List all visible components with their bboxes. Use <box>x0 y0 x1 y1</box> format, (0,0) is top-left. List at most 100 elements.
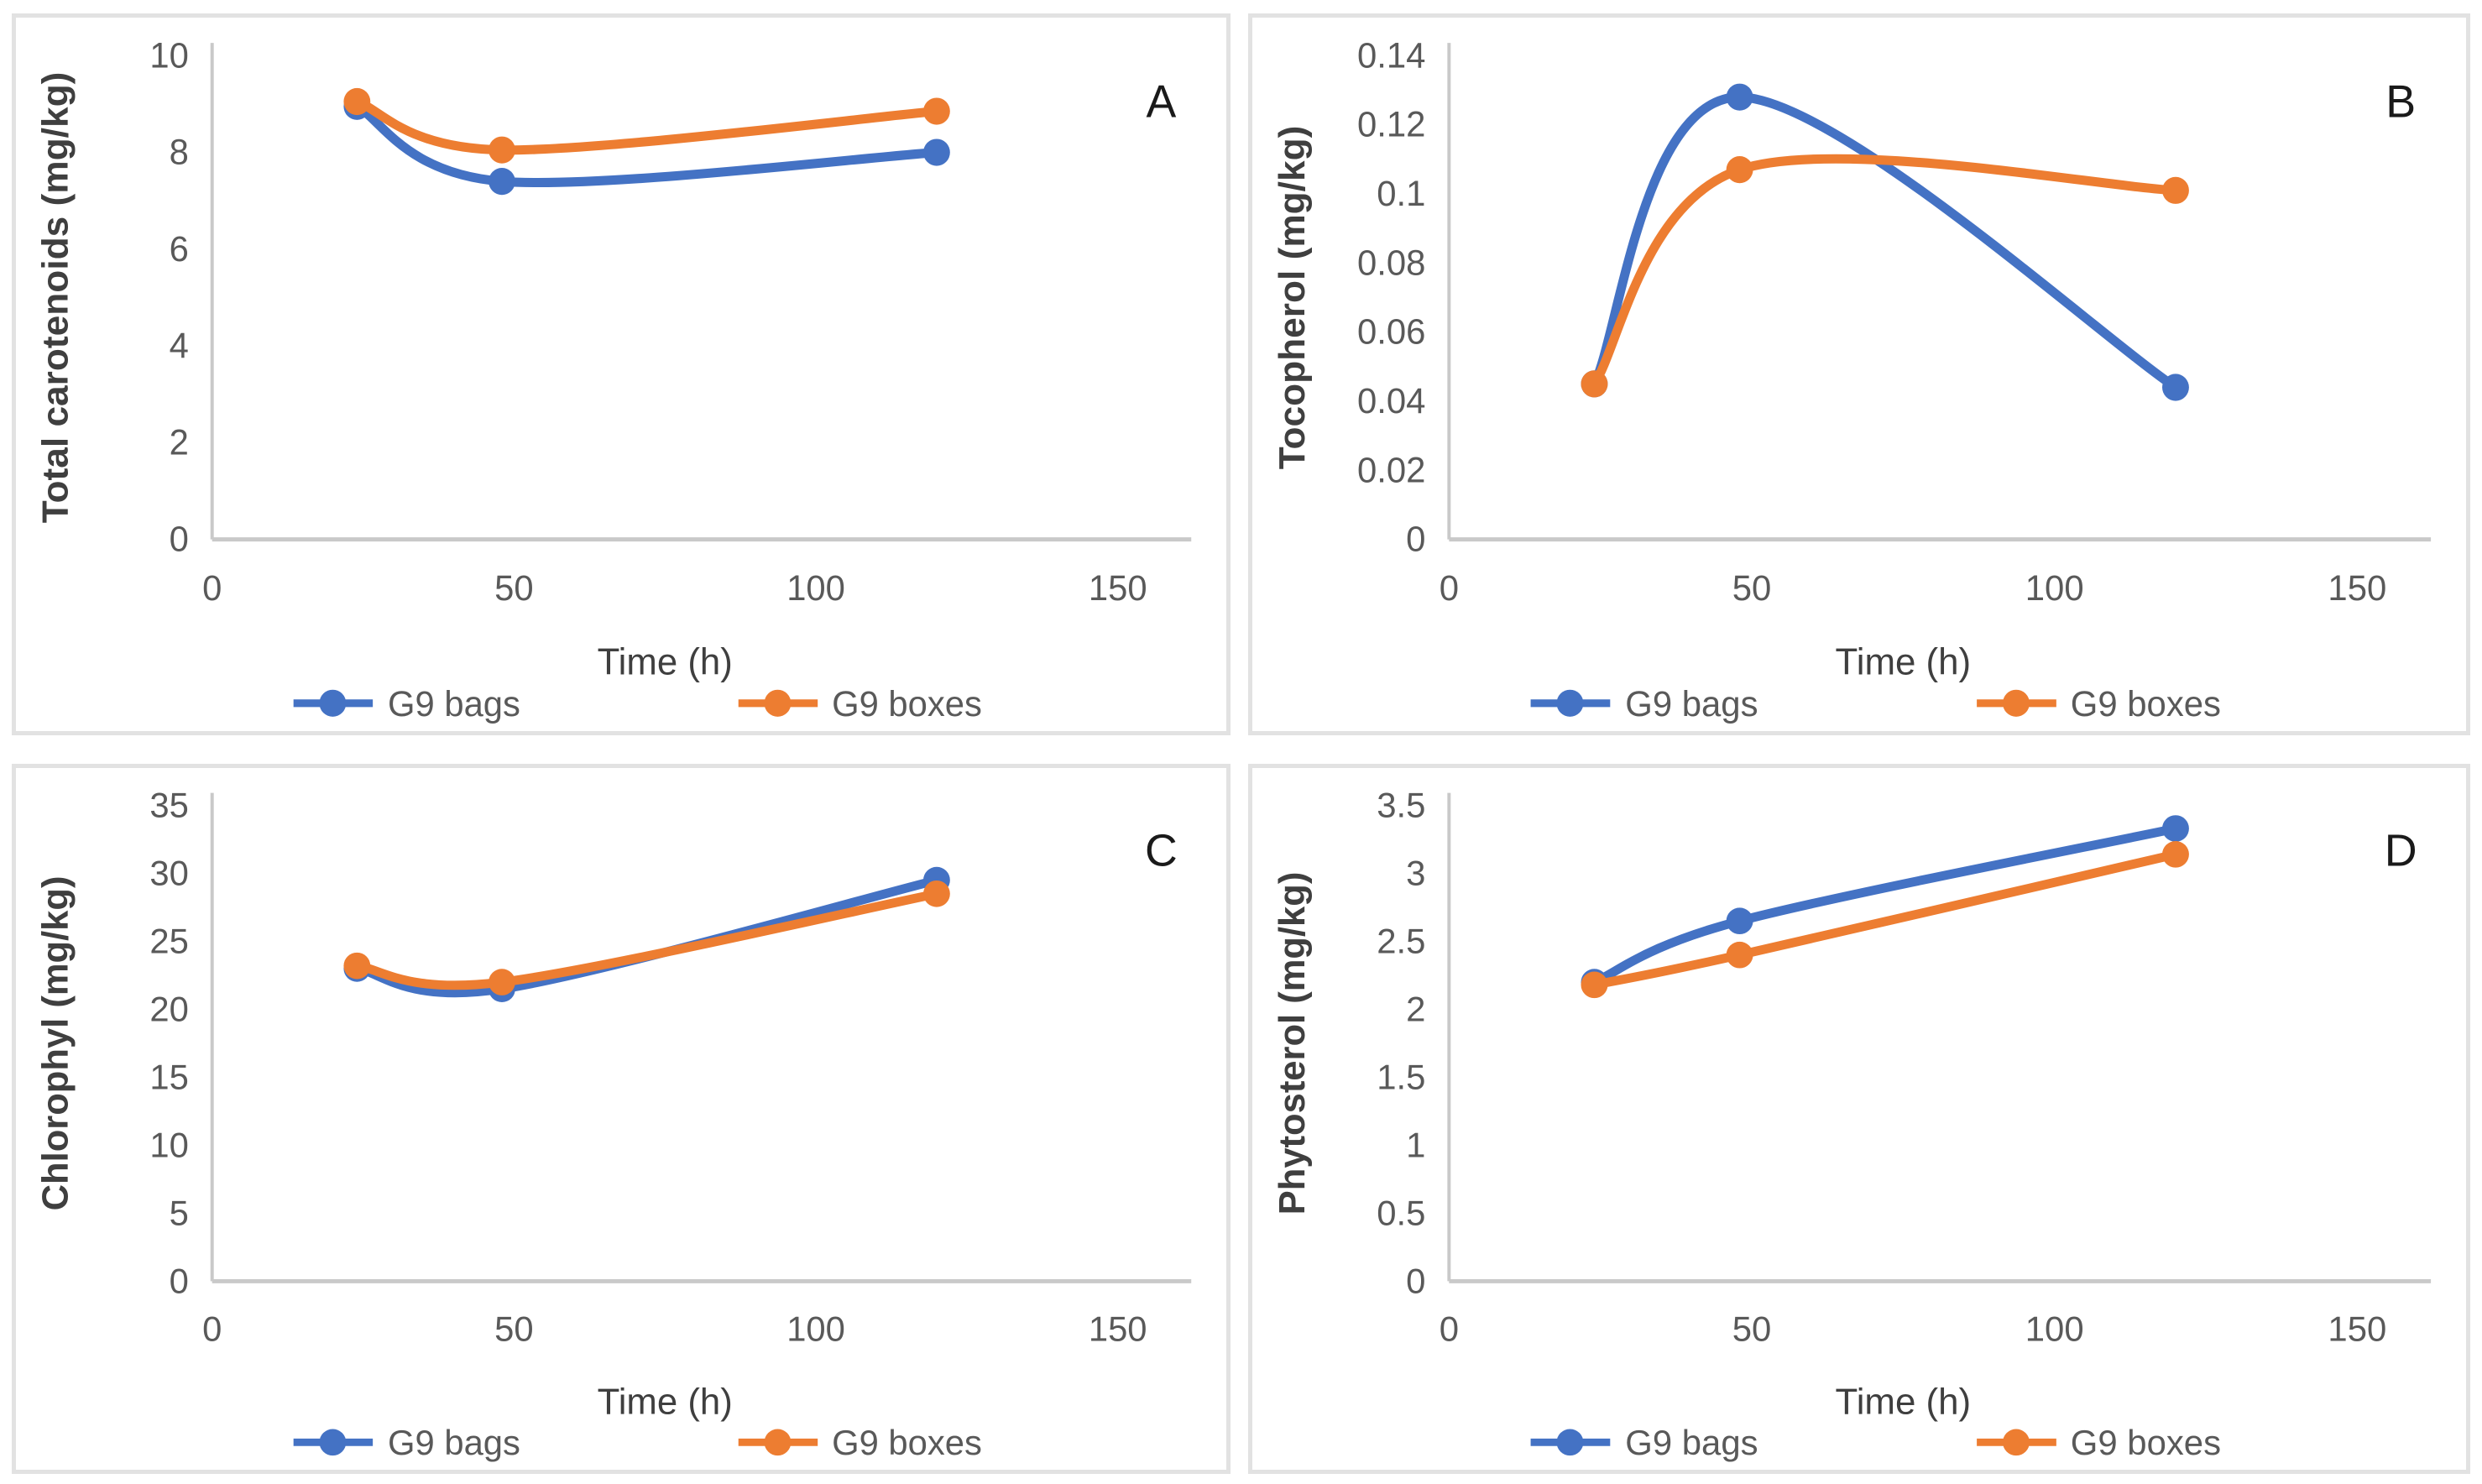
x-tick-label: 50 <box>1732 1309 1772 1349</box>
data-point-marker-g9-boxes <box>343 87 371 116</box>
x-axis-title: Time (h) <box>598 641 733 682</box>
y-tick-label: 8 <box>170 132 189 171</box>
series-line-g9-boxes <box>352 97 942 155</box>
data-point-marker-g9-boxes <box>1581 370 1608 398</box>
y-tick-label: 4 <box>170 326 189 365</box>
x-tick-label: 100 <box>786 1309 845 1349</box>
series-line-g9-bags <box>1589 92 2181 393</box>
data-point-marker-g9-bags <box>2162 374 2189 401</box>
y-tick-label: 0 <box>1406 520 1425 559</box>
y-axis-title: Total carotenoids (mg/kg) <box>35 72 76 524</box>
x-axis-title: Time (h) <box>598 1382 733 1423</box>
legend-item-g9-boxes: G9 boxes <box>738 684 982 724</box>
y-tick-label: 10 <box>149 1125 188 1164</box>
legend-label-g9-boxes: G9 boxes <box>832 1423 982 1462</box>
data-point-marker-g9-boxes <box>2162 176 2189 204</box>
legend-marker-g9-boxes <box>2003 689 2030 717</box>
data-point-marker-g9-boxes <box>923 880 950 907</box>
x-tick-label: 0 <box>1440 568 1459 608</box>
y-tick-label: 0.5 <box>1377 1193 1425 1232</box>
legend-marker-g9-boxes <box>2003 1429 2030 1456</box>
panel-c: 0 5 10 15 20 25 30 35 0 50 100 150 Chlorophyl (mg/kg… <box>12 764 1231 1474</box>
y-tick-label: 0.04 <box>1357 381 1425 421</box>
y-tick-label: 35 <box>149 785 188 824</box>
legend-marker-g9-bags <box>1556 689 1584 717</box>
x-tick-label: 150 <box>2328 568 2386 608</box>
x-tick-label: 150 <box>2328 1309 2386 1349</box>
x-tick-label: 50 <box>1732 568 1772 608</box>
legend-marker-g9-bags <box>319 689 347 717</box>
legend-label-g9-bags: G9 bags <box>1625 1423 1758 1462</box>
y-tick-label: 6 <box>170 229 189 269</box>
y-tick-label: 3.5 <box>1377 786 1425 825</box>
data-point-marker-g9-bags <box>2162 815 2189 842</box>
data-point-marker-g9-boxes <box>1726 941 1753 969</box>
y-tick-label: 0.14 <box>1357 35 1425 75</box>
data-point-marker-g9-boxes <box>923 97 950 125</box>
x-tick-label: 100 <box>786 568 845 608</box>
series-line-g9-boxes <box>1589 154 2181 389</box>
y-tick-label: 0 <box>170 520 189 559</box>
legend-item-g9-boxes: G9 boxes <box>738 1423 982 1462</box>
y-tick-label: 10 <box>149 35 188 75</box>
y-tick-label: 0.02 <box>1357 450 1425 489</box>
y-tick-label: 0.12 <box>1357 105 1425 144</box>
y-tick-label: 0.1 <box>1377 174 1425 213</box>
y-tick-label: 2 <box>1406 989 1425 1028</box>
y-tick-label: 5 <box>170 1193 189 1232</box>
y-tick-label: 0.06 <box>1357 312 1425 352</box>
data-point-marker-g9-boxes <box>489 969 515 995</box>
chart-canvas-c: 0 5 10 15 20 25 30 35 0 50 100 150 Chlorophyl (mg/kg… <box>35 785 1192 1462</box>
x-axis-title: Time (h) <box>1836 1382 1972 1423</box>
y-tick-label: 1.5 <box>1377 1057 1425 1096</box>
y-tick-label: 2 <box>170 422 189 462</box>
data-point-marker-g9-boxes <box>2162 841 2189 868</box>
legend-item-g9-boxes: G9 boxes <box>1977 684 2221 724</box>
legend-item-g9-bags: G9 bags <box>293 1423 520 1462</box>
series-line-g9-boxes <box>1589 849 2181 990</box>
x-tick-label: 100 <box>2025 1309 2084 1349</box>
y-tick-label: 0 <box>170 1261 189 1300</box>
series-line-g9-bags <box>352 102 942 188</box>
data-point-marker-g9-boxes <box>489 136 515 164</box>
legend-label-g9-boxes: G9 boxes <box>832 684 982 724</box>
legend-item-g9-bags: G9 bags <box>1530 684 1758 724</box>
x-tick-label: 100 <box>2025 568 2084 608</box>
series-line-g9-boxes <box>352 889 942 990</box>
data-point-marker-g9-bags <box>1726 83 1753 111</box>
x-axis-title: Time (h) <box>1836 641 1972 682</box>
legend-label-g9-bags: G9 bags <box>1625 684 1758 724</box>
data-point-marker-g9-bags <box>1726 907 1753 935</box>
legend-label-g9-bags: G9 bags <box>388 1423 520 1462</box>
y-tick-label: 3 <box>1406 854 1425 893</box>
x-tick-label: 150 <box>1089 568 1147 608</box>
y-tick-label: 0 <box>1406 1261 1425 1300</box>
y-axis-title: Phytosterol (mg/kg) <box>1272 872 1313 1215</box>
y-tick-label: 2.5 <box>1377 921 1425 960</box>
legend-marker-g9-bags <box>1556 1429 1584 1456</box>
panel-d: 0 0.5 1 1.5 2 2.5 3 3.5 0 50 100 150 Phytosterol (mg… <box>1248 764 2470 1474</box>
y-tick-label: 30 <box>149 853 188 892</box>
y-axis-title: Tocopherol (mg/kg) <box>1272 126 1313 470</box>
y-tick-label: 20 <box>149 989 188 1028</box>
panel-letter: C <box>1145 827 1178 876</box>
panel-letter: D <box>2385 826 2417 876</box>
panel-b: 0 0.02 0.04 0.06 0.08 0.1 0.12 0.14 0 50 100 150 Toc… <box>1248 13 2470 735</box>
data-point-marker-g9-bags <box>923 138 950 166</box>
x-tick-label: 0 <box>202 1309 222 1349</box>
y-tick-label: 1 <box>1406 1125 1425 1164</box>
data-point-marker-g9-boxes <box>343 952 371 980</box>
panel-a: 0 2 4 6 8 10 0 50 100 150 Total carotenoids (mg/kg… <box>12 13 1231 735</box>
legend-label-g9-bags: G9 bags <box>388 684 520 724</box>
legend-marker-g9-boxes <box>764 689 792 717</box>
y-tick-label: 15 <box>149 1057 188 1096</box>
chart-canvas-d: 0 0.5 1 1.5 2 2.5 3 3.5 0 50 100 150 Phytosterol (mg… <box>1272 786 2432 1462</box>
x-tick-label: 0 <box>1440 1309 1459 1349</box>
x-tick-label: 50 <box>494 1309 533 1349</box>
y-tick-label: 25 <box>149 921 188 960</box>
series-line-g9-bags <box>1589 823 2181 987</box>
panel-letter: B <box>2385 76 2416 127</box>
panel-letter: A <box>1147 76 1177 127</box>
x-tick-label: 150 <box>1089 1309 1147 1349</box>
